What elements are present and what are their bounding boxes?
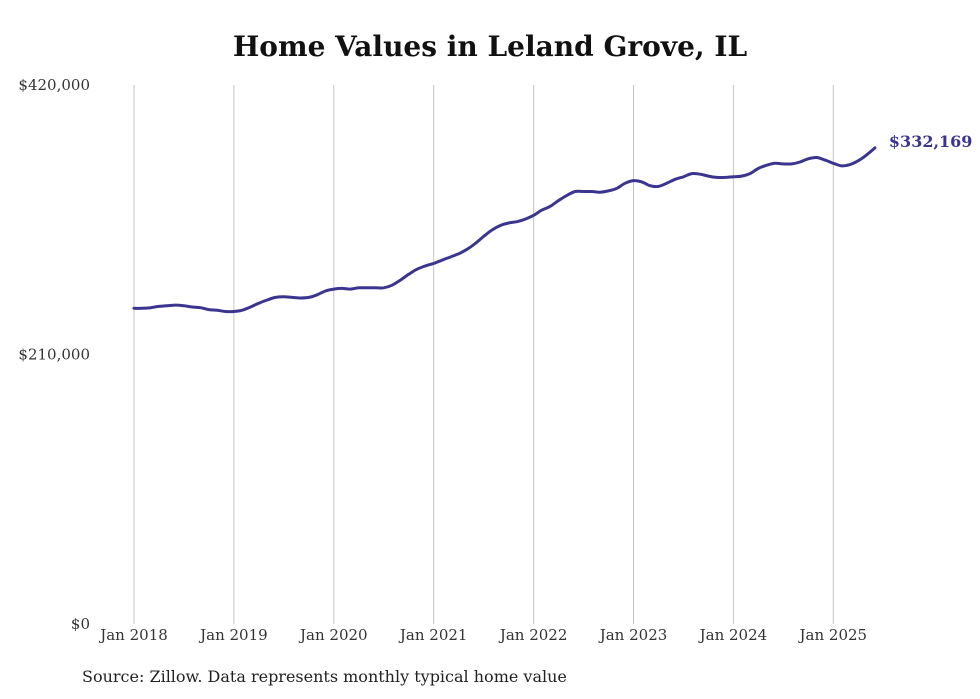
vertical-gridlines [133,85,834,624]
x-tick-label: Jan 2018 [98,626,168,644]
y-tick-label: $210,000 [18,346,90,364]
x-tick-label: Jan 2023 [598,626,668,644]
source-note: Source: Zillow. Data represents monthly … [82,667,567,686]
x-tick-label: Jan 2024 [698,626,768,644]
y-tick-label: $420,000 [18,76,90,94]
x-tick-label: Jan 2021 [398,626,468,644]
x-tick-label: Jan 2025 [798,626,868,644]
y-axis-tick-labels: $0 $210,000 $420,000 [18,76,90,633]
x-tick-label: Jan 2022 [498,626,568,644]
x-axis-tick-labels: Jan 2018 Jan 2019 Jan 2020 Jan 2021 Jan 2022… [98,626,867,644]
x-tick-label: Jan 2019 [198,626,268,644]
y-tick-label: $0 [71,615,90,633]
chart-title: Home Values in Leland Grove, IL [232,30,748,63]
x-tick-label: Jan 2020 [298,626,368,644]
home-value-series-line [132,146,877,314]
end-value-label: $332,169 [889,132,973,151]
